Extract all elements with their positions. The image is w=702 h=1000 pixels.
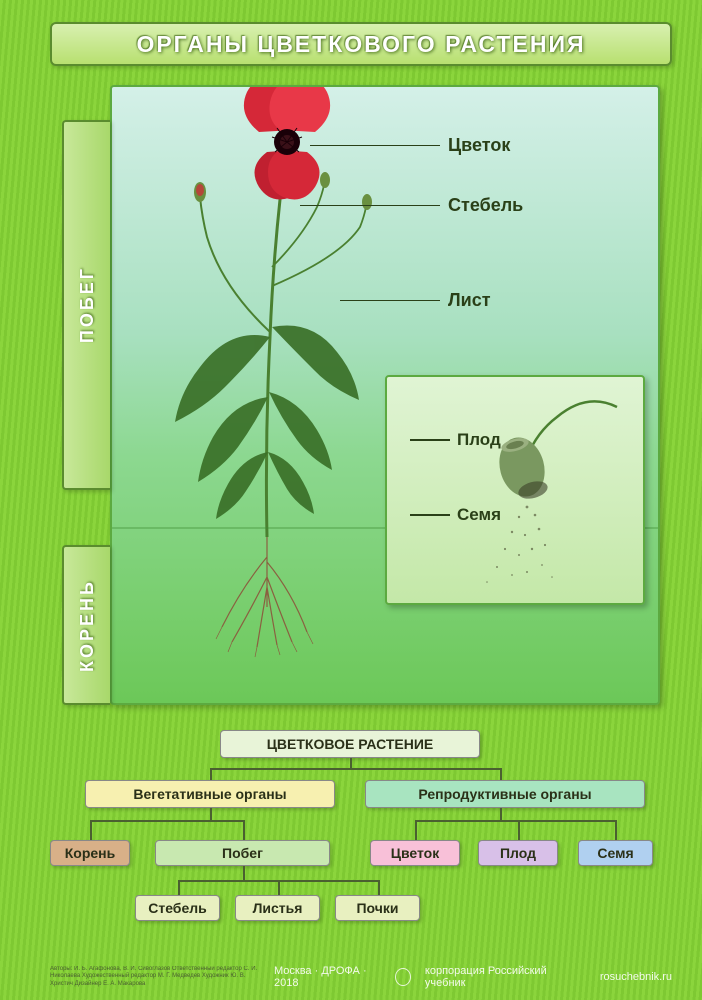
callout-stem: Стебель xyxy=(300,195,523,216)
callout-fruit: Плод xyxy=(410,430,501,450)
tree-node-stem2: Стебель xyxy=(135,895,220,921)
label-flower: Цветок xyxy=(448,135,510,156)
callout-line xyxy=(300,205,440,207)
tree-edge xyxy=(90,820,92,840)
side-tab-label-koren: КОРЕНЬ xyxy=(77,579,98,672)
page-title: ОРГАНЫ ЦВЕТКОВОГО РАСТЕНИЯ xyxy=(136,31,585,58)
tree-node-root: ЦВЕТКОВОЕ РАСТЕНИЕ xyxy=(220,730,480,758)
tree-node-root2: Корень xyxy=(50,840,130,866)
tree-edge xyxy=(500,768,502,780)
tree-edge xyxy=(500,808,502,820)
callout-line xyxy=(410,439,450,441)
tree-edge xyxy=(243,866,245,880)
tree-edge xyxy=(415,820,615,822)
side-tab-pobeg: ПОБЕГ xyxy=(62,120,110,490)
callout-leaf: Лист xyxy=(340,290,491,311)
tree-edge xyxy=(518,820,520,840)
label-leaf: Лист xyxy=(448,290,491,311)
callout-seed: Семя xyxy=(410,505,501,525)
tree-edge xyxy=(378,880,380,895)
publisher-logo-icon xyxy=(395,968,411,986)
hierarchy-tree: ЦВЕТКОВОЕ РАСТЕНИЕ Вегетативные органы Реп… xyxy=(50,730,672,940)
tree-node-shoot: Побег xyxy=(155,840,330,866)
footer-credits: Авторы: И. Б. Агафонова, В. И. Сивоглазо… xyxy=(50,966,260,988)
title-banner: ОРГАНЫ ЦВЕТКОВОГО РАСТЕНИЯ xyxy=(50,22,672,66)
footer-pub1: Москва · ДРОФА · 2018 xyxy=(274,965,381,989)
tree-node-fruit: Плод xyxy=(478,840,558,866)
tree-node-buds: Почки xyxy=(335,895,420,921)
tree-edge xyxy=(415,820,417,840)
tree-node-seed: Семя xyxy=(578,840,653,866)
callout-flower: Цветок xyxy=(310,135,510,156)
side-tab-label-pobeg: ПОБЕГ xyxy=(77,266,98,343)
footer: Авторы: И. Б. Агафонова, В. И. Сивоглазо… xyxy=(50,962,672,992)
callout-line xyxy=(340,300,440,302)
tree-edge xyxy=(178,880,180,895)
tree-edge xyxy=(350,758,352,768)
label-stem: Стебель xyxy=(448,195,523,216)
tree-edge xyxy=(243,820,245,840)
callout-line xyxy=(310,145,440,147)
tree-edge xyxy=(210,808,212,820)
tree-node-veg: Вегетативные органы xyxy=(85,780,335,808)
tree-node-leaves: Листья xyxy=(235,895,320,921)
tree-node-flower: Цветок xyxy=(370,840,460,866)
label-fruit: Плод xyxy=(457,430,501,450)
tree-edge xyxy=(90,820,245,822)
tree-node-rep: Репродуктивные органы xyxy=(365,780,645,808)
tree-edge xyxy=(210,768,212,780)
footer-url: rosuchebnik.ru xyxy=(600,971,672,983)
seed-pod-illustration xyxy=(387,377,647,607)
footer-pub2: корпорация Российский учебник xyxy=(425,965,572,989)
tree-edge xyxy=(615,820,617,840)
side-tab-koren: КОРЕНЬ xyxy=(62,545,110,705)
callout-line xyxy=(410,514,450,516)
inset-panel xyxy=(385,375,645,605)
tree-edge xyxy=(278,880,280,895)
label-seed: Семя xyxy=(457,505,501,525)
tree-edge xyxy=(210,768,500,770)
